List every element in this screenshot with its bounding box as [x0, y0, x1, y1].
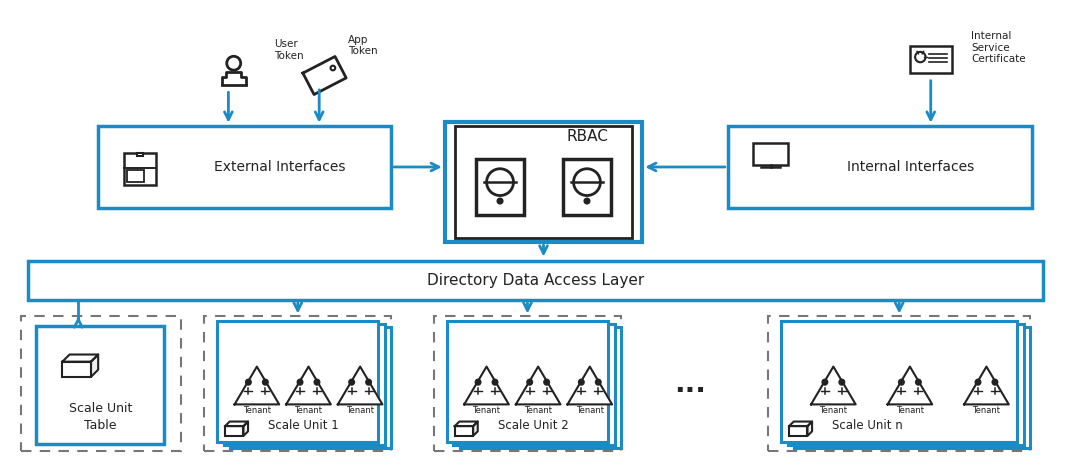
Text: User
Token: User Token — [274, 39, 304, 61]
FancyBboxPatch shape — [787, 324, 1024, 445]
FancyBboxPatch shape — [137, 153, 144, 156]
FancyBboxPatch shape — [230, 327, 391, 448]
FancyBboxPatch shape — [910, 46, 951, 73]
Text: Internal
Service
Certificate: Internal Service Certificate — [971, 31, 1026, 64]
FancyBboxPatch shape — [453, 324, 615, 445]
Text: Tenant: Tenant — [243, 406, 271, 415]
FancyBboxPatch shape — [794, 327, 1030, 448]
Polygon shape — [964, 367, 1009, 404]
Ellipse shape — [366, 379, 372, 385]
Ellipse shape — [349, 379, 355, 385]
Polygon shape — [888, 367, 932, 404]
Ellipse shape — [497, 198, 503, 204]
Polygon shape — [568, 367, 613, 404]
FancyBboxPatch shape — [455, 426, 473, 436]
Polygon shape — [516, 367, 560, 404]
FancyBboxPatch shape — [225, 426, 243, 436]
FancyBboxPatch shape — [728, 126, 1032, 207]
Text: RBAC: RBAC — [567, 129, 608, 144]
Ellipse shape — [314, 379, 320, 385]
Ellipse shape — [823, 379, 828, 385]
FancyBboxPatch shape — [124, 153, 156, 185]
Text: Directory Data Access Layer: Directory Data Access Layer — [427, 273, 644, 288]
Polygon shape — [303, 56, 346, 95]
Ellipse shape — [578, 379, 584, 385]
Ellipse shape — [595, 379, 601, 385]
Text: Tenant: Tenant — [819, 406, 847, 415]
Text: Tenant: Tenant — [576, 406, 604, 415]
Ellipse shape — [839, 379, 845, 385]
Text: Tenant: Tenant — [524, 406, 553, 415]
Polygon shape — [811, 367, 856, 404]
FancyBboxPatch shape — [62, 362, 91, 377]
Text: Scale Unit n: Scale Unit n — [832, 419, 903, 432]
Text: Tenant: Tenant — [472, 406, 500, 415]
FancyBboxPatch shape — [444, 122, 643, 242]
Ellipse shape — [245, 379, 252, 385]
Ellipse shape — [493, 379, 498, 385]
Polygon shape — [789, 422, 812, 426]
Ellipse shape — [298, 379, 303, 385]
Text: App
Token: App Token — [348, 34, 378, 56]
Polygon shape — [455, 422, 478, 426]
Ellipse shape — [976, 379, 981, 385]
Polygon shape — [225, 422, 248, 426]
FancyBboxPatch shape — [753, 144, 788, 164]
FancyBboxPatch shape — [768, 316, 1030, 451]
FancyBboxPatch shape — [447, 321, 608, 442]
FancyBboxPatch shape — [127, 170, 144, 182]
Ellipse shape — [476, 379, 481, 385]
FancyBboxPatch shape — [455, 126, 632, 238]
FancyBboxPatch shape — [28, 261, 1043, 300]
Text: Scale Unit 1: Scale Unit 1 — [269, 419, 340, 432]
Text: Internal Interfaces: Internal Interfaces — [847, 160, 974, 174]
Text: Scale Unit 2: Scale Unit 2 — [498, 419, 569, 432]
FancyBboxPatch shape — [477, 158, 524, 215]
FancyBboxPatch shape — [434, 316, 621, 451]
FancyBboxPatch shape — [459, 327, 621, 448]
Polygon shape — [286, 367, 331, 404]
FancyBboxPatch shape — [97, 126, 391, 207]
Polygon shape — [91, 355, 99, 377]
Ellipse shape — [584, 198, 590, 204]
FancyBboxPatch shape — [781, 321, 1017, 442]
FancyBboxPatch shape — [35, 326, 164, 444]
Ellipse shape — [899, 379, 904, 385]
Text: Tenant: Tenant — [346, 406, 374, 415]
Ellipse shape — [992, 379, 998, 385]
Polygon shape — [243, 422, 248, 436]
Ellipse shape — [331, 66, 335, 70]
Ellipse shape — [262, 379, 268, 385]
Polygon shape — [62, 355, 99, 362]
FancyBboxPatch shape — [20, 316, 181, 451]
Polygon shape — [235, 367, 280, 404]
Polygon shape — [464, 367, 509, 404]
Ellipse shape — [527, 379, 532, 385]
FancyBboxPatch shape — [789, 426, 808, 436]
Text: Tenant: Tenant — [896, 406, 924, 415]
FancyBboxPatch shape — [205, 316, 391, 451]
FancyBboxPatch shape — [563, 158, 610, 215]
Polygon shape — [337, 367, 382, 404]
Text: External Interfaces: External Interfaces — [214, 160, 346, 174]
Text: Tenant: Tenant — [972, 406, 1000, 415]
Text: ...: ... — [675, 370, 707, 397]
Ellipse shape — [916, 379, 921, 385]
Text: Tenant: Tenant — [295, 406, 322, 415]
Polygon shape — [473, 422, 478, 436]
Polygon shape — [808, 422, 812, 436]
FancyBboxPatch shape — [224, 324, 384, 445]
Ellipse shape — [544, 379, 549, 385]
Text: Scale Unit
Table: Scale Unit Table — [69, 402, 133, 432]
FancyBboxPatch shape — [217, 321, 378, 442]
